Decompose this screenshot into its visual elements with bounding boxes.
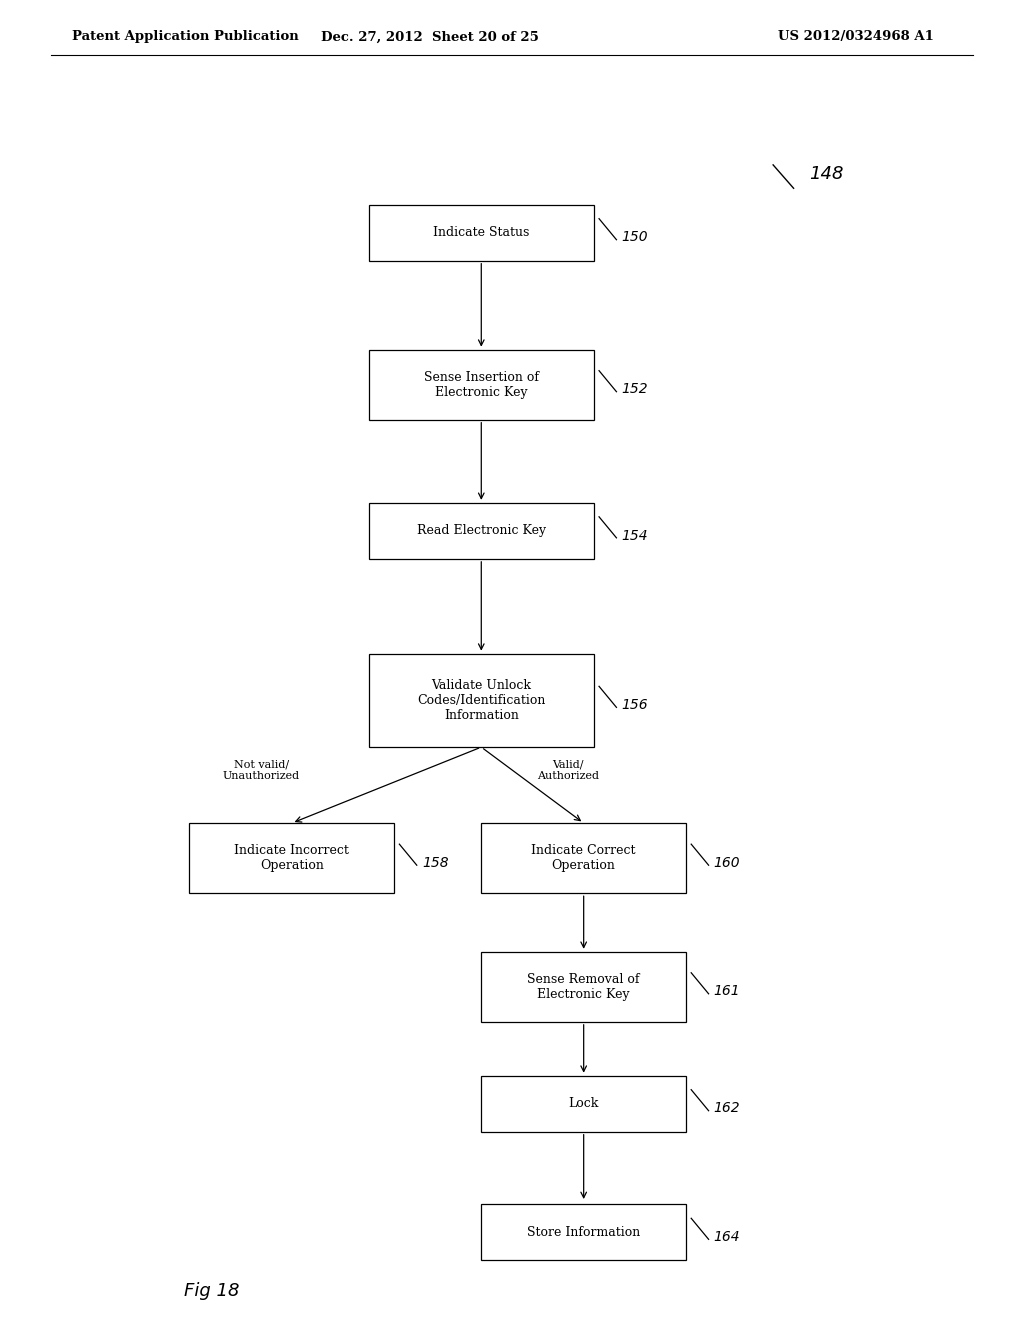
- Text: Indicate Incorrect
Operation: Indicate Incorrect Operation: [234, 845, 349, 873]
- Text: Valid/
Authorized: Valid/ Authorized: [538, 760, 599, 781]
- FancyBboxPatch shape: [369, 653, 594, 747]
- Text: 161: 161: [714, 985, 740, 998]
- Text: Sense Insertion of
Electronic Key: Sense Insertion of Electronic Key: [424, 371, 539, 399]
- FancyBboxPatch shape: [481, 824, 686, 894]
- Text: 156: 156: [622, 698, 648, 711]
- Text: Store Information: Store Information: [527, 1226, 640, 1238]
- Text: 158: 158: [422, 855, 449, 870]
- Text: 148: 148: [809, 165, 844, 183]
- FancyBboxPatch shape: [369, 205, 594, 261]
- Text: 154: 154: [622, 528, 648, 543]
- Text: US 2012/0324968 A1: US 2012/0324968 A1: [778, 30, 934, 44]
- Text: Sense Removal of
Electronic Key: Sense Removal of Electronic Key: [527, 973, 640, 1001]
- Text: 164: 164: [714, 1230, 740, 1243]
- Text: Patent Application Publication: Patent Application Publication: [72, 30, 298, 44]
- Text: Lock: Lock: [568, 1097, 599, 1110]
- Text: Dec. 27, 2012  Sheet 20 of 25: Dec. 27, 2012 Sheet 20 of 25: [322, 30, 539, 44]
- FancyBboxPatch shape: [481, 1076, 686, 1131]
- Text: Read Electronic Key: Read Electronic Key: [417, 524, 546, 537]
- Text: Not valid/
Unauthorized: Not valid/ Unauthorized: [222, 760, 300, 781]
- FancyBboxPatch shape: [189, 824, 394, 894]
- Text: 162: 162: [714, 1101, 740, 1115]
- Text: Validate Unlock
Codes/Identification
Information: Validate Unlock Codes/Identification Inf…: [417, 678, 546, 722]
- Text: 160: 160: [714, 855, 740, 870]
- FancyBboxPatch shape: [481, 952, 686, 1022]
- Text: Fig 18: Fig 18: [184, 1282, 240, 1300]
- FancyBboxPatch shape: [481, 1204, 686, 1261]
- Text: Indicate Correct
Operation: Indicate Correct Operation: [531, 845, 636, 873]
- FancyBboxPatch shape: [369, 350, 594, 420]
- Text: 152: 152: [622, 383, 648, 396]
- FancyBboxPatch shape: [369, 503, 594, 558]
- Text: 150: 150: [622, 231, 648, 244]
- Text: Indicate Status: Indicate Status: [433, 226, 529, 239]
